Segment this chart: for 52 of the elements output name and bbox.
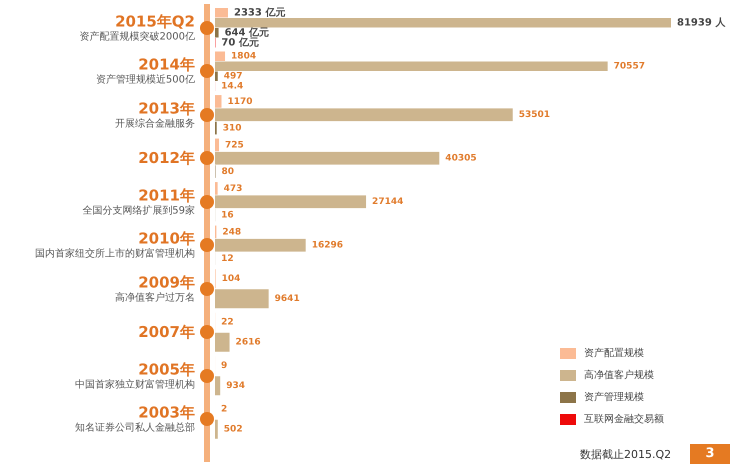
y-tick-label: 2009年 (137, 273, 195, 292)
legend-label: 资产管理规模 (584, 390, 644, 404)
data-label: 1804 (231, 52, 256, 62)
data-label: 934 (226, 381, 245, 392)
data-label: 497 (224, 72, 243, 82)
y-tick-label: 2013年 (137, 99, 195, 118)
y-tick-label: 2007年 (138, 323, 195, 342)
data-label: 16296 (312, 240, 343, 251)
data-label: 12 (221, 254, 234, 264)
legend-label: 互联网金融交易额 (584, 412, 664, 426)
data-label: 53501 (518, 110, 550, 120)
data-label: 725 (225, 140, 244, 150)
data-label: 80 (221, 166, 234, 177)
y2-tick-label: 国内首家纽交所上市的财富管理机构 (35, 248, 195, 261)
data-label: 9 (221, 361, 228, 372)
text: 数据截止2015.Q2 (580, 447, 672, 462)
y2-tick-label: 开展综合金融服务 (115, 117, 195, 130)
text: 3 (690, 444, 730, 464)
data-label: 310 (222, 123, 242, 134)
y-tick-label: 2012年 (138, 149, 195, 168)
data-label: 644 亿元 (224, 26, 269, 38)
data-label: 14.4 (221, 82, 244, 92)
y2-tick-label: 知名证券公司私人金融总部 (75, 422, 195, 435)
data-label: 81939 人 (677, 16, 726, 28)
y-tick-label: 2011年 (137, 186, 195, 204)
y-tick-label: 2010年 (137, 230, 195, 248)
y-tick-label: 2003年 (137, 404, 195, 422)
data-label: 16 (221, 210, 234, 220)
data-label: 9641 (274, 294, 300, 304)
data-label: 248 (222, 227, 242, 238)
y2-tick-label: 高净值客户过万名 (115, 291, 195, 304)
y-tick-label: 2015年Q2 (114, 12, 195, 30)
legend-label: 资产配置规模 (584, 346, 644, 360)
data-label: 70 亿元 (221, 36, 259, 48)
data-label: 2333 亿元 (234, 6, 286, 18)
data-label: 40305 (445, 154, 477, 164)
data-label: 27144 (372, 197, 404, 208)
y-tick-label: 2014年 (137, 56, 195, 74)
data-label: 473 (224, 184, 242, 194)
y2-tick-label: 资产管理规模近500亿 (96, 74, 195, 87)
y2-tick-label: 全国分支网络扩展到59家 (82, 204, 195, 218)
data-label: 2616 (236, 338, 261, 348)
y-tick-label: 2005年 (137, 360, 195, 378)
data-label: 1170 (228, 96, 253, 107)
y2-tick-label: 资产配置规模突破2000亿 (80, 30, 195, 44)
data-label: 70557 (614, 62, 645, 72)
data-label: 502 (224, 424, 243, 435)
data-label: 104 (222, 274, 240, 284)
y2-tick-label: 中国首家独立财富管理机构 (75, 378, 195, 392)
legend-label: 高净值客户规模 (584, 368, 654, 382)
data-label: 22 (221, 318, 234, 328)
data-label: 2 (221, 404, 228, 415)
